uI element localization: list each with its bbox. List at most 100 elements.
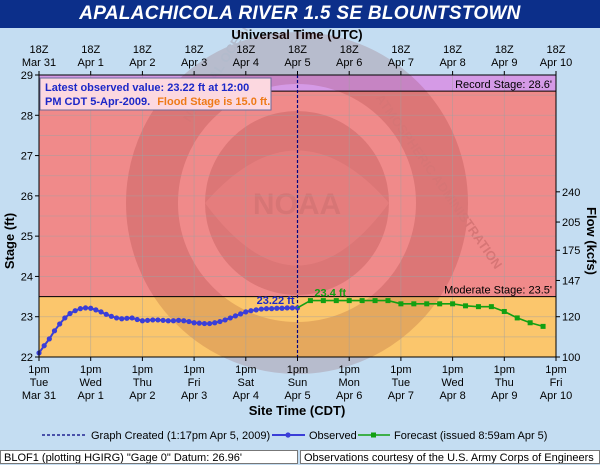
- y-tick-label: 24: [21, 271, 33, 283]
- observed-point: [129, 315, 135, 321]
- top-tick-hour: 18Z: [236, 44, 255, 56]
- observed-point: [124, 315, 130, 321]
- top-tick-hour: 18Z: [133, 44, 152, 56]
- bottom-tick-time: 1pm: [235, 364, 256, 376]
- y-tick-label: 22: [21, 352, 33, 364]
- chart-title: APALACHICOLA RIVER 1.5 SE BLOUNTSTOWN: [0, 0, 600, 28]
- top-tick-hour: 18Z: [443, 44, 462, 56]
- observed-point: [139, 318, 145, 324]
- top-tick-hour: 18Z: [288, 44, 307, 56]
- top-axis-label: Universal Time (UTC): [231, 28, 362, 42]
- top-tick-date: Apr 6: [336, 57, 362, 69]
- y2-tick-label: 120: [562, 312, 580, 324]
- bottom-tick-date: Apr 5: [284, 390, 310, 402]
- top-tick-date: Apr 3: [181, 57, 207, 69]
- top-tick-hour: 18Z: [185, 44, 204, 56]
- bottom-tick-time: 1pm: [183, 364, 204, 376]
- band-label-record-stage: Record Stage: 28.6': [455, 79, 552, 91]
- observed-point: [279, 305, 285, 311]
- observed-point: [108, 313, 114, 319]
- forecast-point: [372, 298, 378, 304]
- observed-point: [82, 305, 89, 311]
- bottom-tick-day: Sun: [288, 377, 308, 389]
- forecast-point: [514, 315, 520, 321]
- forecast-point: [411, 301, 417, 307]
- observed-point: [155, 317, 161, 323]
- forecast-point: [488, 304, 494, 310]
- observed-point: [227, 315, 233, 321]
- y-axis-label: Stage (ft): [2, 213, 17, 269]
- bottom-tick-day: Thu: [133, 377, 152, 389]
- forecast-point: [359, 298, 365, 304]
- forecast-point: [437, 301, 443, 307]
- bottom-tick-time: 1pm: [338, 364, 359, 376]
- observed-point: [191, 320, 197, 326]
- observed-point: [67, 310, 73, 317]
- info-line-2: PM CDT 5-Apr-2009. Flood Stage is 15.0 f…: [45, 96, 270, 108]
- observed-point: [181, 318, 187, 324]
- bottom-tick-day: Mon: [338, 377, 359, 389]
- top-tick-date: Mar 31: [22, 57, 56, 69]
- observed-point: [238, 311, 244, 317]
- y2-tick-label: 147: [562, 275, 580, 287]
- legend-created-label: Graph Created (1:17pm Apr 5, 2009): [91, 430, 270, 442]
- forecast-point: [527, 320, 533, 326]
- forecast-point: [450, 301, 456, 307]
- top-tick-date: Apr 5: [284, 57, 310, 69]
- bottom-tick-time: 1pm: [545, 364, 566, 376]
- observed-point: [253, 307, 259, 313]
- x-axis-label: Site Time (CDT): [249, 403, 346, 418]
- observed-latest-label: 23.22 ft: [257, 295, 295, 307]
- top-tick-date: Apr 2: [129, 57, 155, 69]
- forecast-point: [540, 323, 546, 329]
- bottom-tick-day: Wed: [441, 377, 463, 389]
- forecast-point: [475, 304, 481, 310]
- y-tick-label: 26: [21, 191, 33, 203]
- bottom-tick-day: Fri: [188, 377, 201, 389]
- forecast-point: [320, 298, 326, 304]
- info-box-background: [39, 77, 272, 111]
- forecast-point: [307, 298, 313, 304]
- bottom-tick-day: Sat: [238, 377, 255, 389]
- legend-observed-marker: [285, 432, 291, 438]
- y-tick-label: 25: [21, 231, 33, 243]
- info-line-2-flood: Flood Stage is 15.0 ft.: [157, 96, 270, 108]
- observed-point: [175, 317, 182, 323]
- bottom-tick-time: 1pm: [132, 364, 153, 376]
- forecast-point: [424, 301, 430, 307]
- observed-point: [274, 305, 280, 311]
- top-tick-hour: 18Z: [391, 44, 410, 56]
- chart-series: 23.22 ft 23.4 ft: [36, 75, 546, 357]
- observed-point: [93, 307, 99, 313]
- y2-tick-label: 175: [562, 245, 580, 257]
- bottom-tick-day: Tue: [392, 377, 411, 389]
- observed-point: [119, 316, 125, 322]
- bottom-tick-time: 1pm: [28, 364, 49, 376]
- observed-point: [134, 316, 140, 323]
- top-tick-hour: 18Z: [81, 44, 100, 56]
- observed-point: [207, 320, 213, 327]
- forecast-peak-label: 23.4 ft: [314, 288, 346, 300]
- footer-gage-info: BLOF1 (plotting HGIRG) "Gage 0" Datum: 2…: [0, 450, 298, 464]
- bottom-tick-date: Apr 7: [388, 390, 414, 402]
- hydrograph-chart: Universal Time (UTC) NOAA NATIONAL OCEAN…: [2, 28, 599, 442]
- top-tick-hour: 18Z: [30, 44, 49, 56]
- info-line-1: Latest observed value: 23.22 ft at 12:00: [45, 82, 249, 94]
- observed-point: [170, 318, 177, 324]
- bottom-tick-date: Mar 31: [22, 390, 56, 402]
- observed-point: [103, 311, 109, 317]
- observed-point: [263, 306, 270, 312]
- forecast-point: [398, 301, 404, 307]
- observed-point: [62, 315, 68, 321]
- top-tick-date: Apr 1: [78, 57, 104, 69]
- bottom-tick-day: Fri: [550, 377, 563, 389]
- bottom-tick-day: Thu: [495, 377, 514, 389]
- y-tick-label: 28: [21, 110, 33, 122]
- top-tick-date: Apr 9: [491, 57, 517, 69]
- legend-forecast-label: Forecast (issued 8:59am Apr 5): [394, 430, 547, 442]
- info-line-2-date: PM CDT 5-Apr-2009.: [45, 96, 150, 108]
- observed-point: [57, 321, 63, 327]
- top-tick-date: Apr 7: [388, 57, 414, 69]
- observed-point: [51, 328, 58, 334]
- chart-legend: Graph Created (1:17pm Apr 5, 2009) Obser…: [42, 430, 547, 442]
